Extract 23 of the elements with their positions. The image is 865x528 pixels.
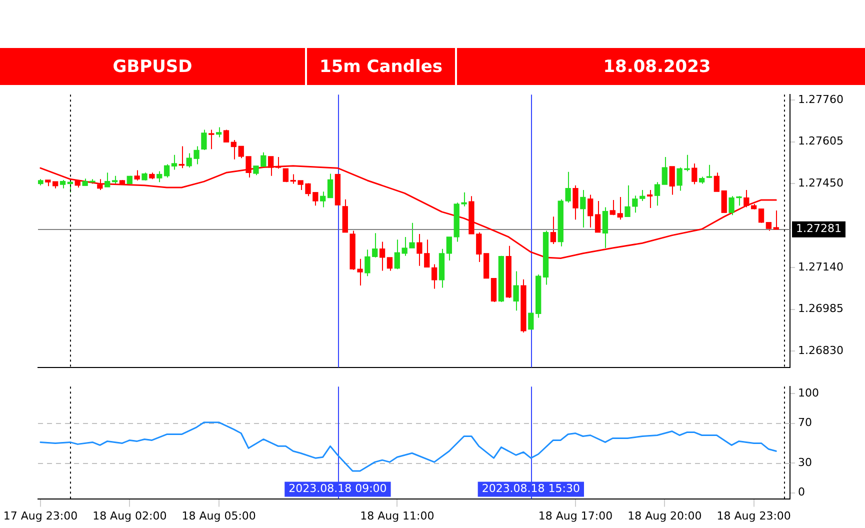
y-tick-label: 1.27605 (798, 134, 844, 148)
y-tick-label: 1.26830 (798, 344, 844, 358)
y-tick-label: 30 (798, 456, 812, 469)
y-tick-label: 70 (798, 416, 812, 430)
chart-subtitle: 15m Candles (307, 48, 457, 85)
ref-line-label: 1.27281 (796, 222, 842, 236)
x-tick-label: 18 Aug 05:00 (182, 509, 256, 522)
y-tick-label: 1.27140 (798, 260, 844, 274)
y-tick-label: 0 (798, 486, 805, 499)
x-tick-label: 18 Aug 11:00 (360, 509, 434, 522)
y-tick-label: 1.27450 (798, 176, 844, 190)
x-tick-label: 18 Aug 17:00 (538, 509, 613, 522)
y-tick-label: 100 (798, 386, 819, 400)
text: 18.08.2023 (602, 56, 712, 78)
x-tick-label: 18 Aug 23:00 (716, 509, 791, 522)
chart-title: GBPUSD (0, 48, 307, 85)
ref-line-label: 2023.08.18 15:30 (482, 482, 580, 496)
x-tick-label: 18 Aug 02:00 (92, 509, 167, 522)
x-tick-label: 18 Aug 20:00 (628, 509, 702, 522)
x-tick-label: 17 Aug 23:00 (3, 509, 78, 522)
y-tick-label: 1.26985 (798, 302, 844, 316)
ref-line-label: 2023.08.18 09:00 (288, 482, 387, 496)
y-tick-label: 1.27760 (798, 92, 844, 106)
